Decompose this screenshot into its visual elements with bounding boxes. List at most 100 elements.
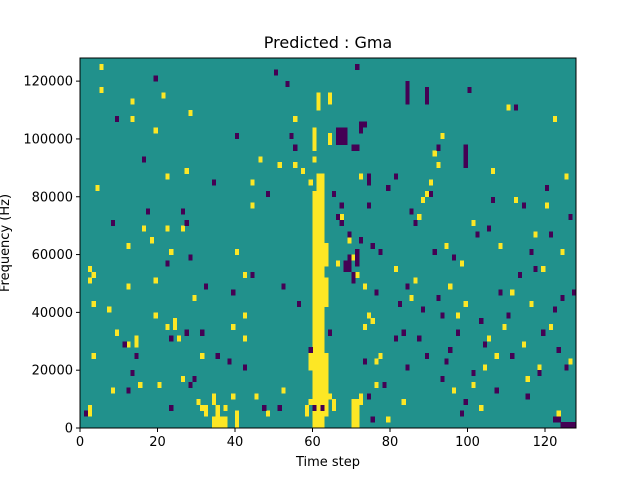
heatmap-cell-low: [351, 144, 356, 151]
heatmap-cell-high: [169, 248, 174, 255]
heatmap-cell-low: [266, 190, 271, 197]
heatmap-cell-high: [320, 329, 325, 336]
heatmap-cell-high: [320, 364, 325, 371]
heatmap-cell-low: [417, 335, 422, 342]
y-tick-label: 120000: [23, 75, 73, 90]
heatmap-cell-high: [312, 341, 317, 348]
heatmap-cell-high: [316, 231, 321, 238]
heatmap-cell-low: [483, 341, 488, 348]
heatmap-cell-low: [347, 266, 352, 273]
heatmap-cell-high: [320, 271, 325, 278]
heatmap-cell-low: [560, 422, 565, 429]
heatmap-cell-high: [374, 381, 379, 388]
heatmap-cell-high: [386, 416, 391, 423]
y-tick-label: 0: [65, 422, 73, 437]
heatmap-cell-high: [432, 150, 437, 157]
heatmap-cell-high: [184, 167, 189, 174]
heatmap-cell-high: [316, 329, 321, 336]
heatmap-cell-low: [498, 289, 503, 296]
heatmap-cell-low: [521, 202, 526, 209]
heatmap-cell-low: [541, 329, 546, 336]
heatmap-cell-high: [328, 92, 333, 99]
heatmap-cell-high: [556, 410, 561, 417]
heatmap-cell-low: [273, 69, 278, 76]
heatmap-cell-high: [316, 179, 321, 186]
heatmap-cell-high: [490, 167, 495, 174]
heatmap-cell-high: [320, 295, 325, 302]
heatmap-cell-high: [316, 266, 321, 273]
heatmap-cell-high: [242, 312, 247, 319]
heatmap-cell-low: [455, 329, 461, 336]
heatmap-cell-low: [409, 208, 414, 215]
heatmap-cell-low: [475, 231, 480, 238]
heatmap-cell-low: [424, 352, 430, 359]
heatmap-cell-high: [231, 323, 236, 330]
heatmap-cell-high: [560, 248, 565, 255]
heatmap-cell-high: [444, 243, 449, 250]
heatmap-cell-high: [87, 266, 92, 273]
heatmap-cell-high: [316, 208, 321, 215]
heatmap-cell-low: [227, 358, 232, 365]
heatmap-cell-low: [440, 312, 445, 319]
heatmap-cell-high: [320, 352, 325, 359]
heatmap-cell-high: [312, 156, 317, 163]
heatmap-cell-high: [351, 410, 356, 417]
heatmap-cell-high: [355, 271, 360, 278]
heatmap-cell-high: [316, 190, 321, 197]
heatmap-cell-high: [351, 399, 356, 406]
heatmap-cell-high: [312, 202, 317, 209]
heatmap-cell-high: [153, 127, 158, 134]
heatmap-cell-high: [320, 179, 325, 186]
heatmap-cell-low: [188, 254, 193, 261]
heatmap-cell-high: [355, 404, 360, 411]
heatmap-cell-low: [339, 138, 344, 145]
heatmap-cell-high: [316, 271, 321, 278]
heatmap-cell-low: [114, 115, 120, 122]
heatmap-cell-high: [211, 393, 216, 400]
heatmap-cell-high: [316, 196, 321, 203]
heatmap-cell-low: [355, 144, 360, 151]
heatmap-cell-low: [355, 260, 360, 267]
heatmap-cell-low: [339, 133, 344, 140]
heatmap-cell-high: [161, 92, 166, 99]
heatmap-cell-low: [366, 393, 371, 400]
heatmap-cell-low: [545, 185, 550, 192]
heatmap-cell-high: [258, 156, 263, 163]
heatmap-cell-high: [173, 318, 178, 325]
heatmap-cell-high: [312, 358, 317, 365]
heatmap-cell-low: [328, 329, 333, 336]
heatmap-cell-high: [126, 243, 131, 250]
heatmap-cell-high: [312, 208, 317, 215]
heatmap-cell-high: [235, 248, 240, 255]
heatmap-cell-high: [126, 283, 131, 290]
heatmap-cell-low: [560, 295, 565, 302]
heatmap-cell-high: [498, 243, 503, 250]
heatmap-cell-high: [254, 393, 259, 400]
heatmap-cell-high: [320, 318, 325, 325]
heatmap-cell-high: [316, 404, 321, 411]
heatmap-cell-high: [448, 283, 453, 290]
heatmap-cell-low: [335, 127, 340, 134]
heatmap-cell-high: [312, 399, 317, 406]
heatmap-cell-high: [231, 393, 236, 400]
heatmap-cell-high: [316, 173, 321, 180]
heatmap-cell-high: [211, 399, 216, 406]
heatmap-cell-high: [331, 404, 337, 411]
heatmap-cell-high: [331, 399, 337, 406]
heatmap-cell-high: [188, 110, 193, 117]
heatmap-cell-high: [320, 300, 325, 307]
heatmap-cell-low: [421, 306, 426, 313]
heatmap-cell-high: [312, 387, 317, 394]
heatmap-cell-low: [145, 208, 151, 215]
heatmap-cell-high: [401, 399, 406, 406]
heatmap-cell-low: [351, 271, 356, 278]
heatmap-cell-low: [568, 214, 573, 221]
heatmap-cell-high: [316, 323, 321, 330]
heatmap-cell-low: [479, 318, 484, 325]
heatmap-cell-low: [312, 404, 317, 411]
heatmap-cell-low: [308, 347, 313, 354]
heatmap-cell-high: [316, 393, 321, 400]
heatmap-cell-high: [328, 393, 333, 400]
heatmap-cell-high: [440, 133, 445, 140]
